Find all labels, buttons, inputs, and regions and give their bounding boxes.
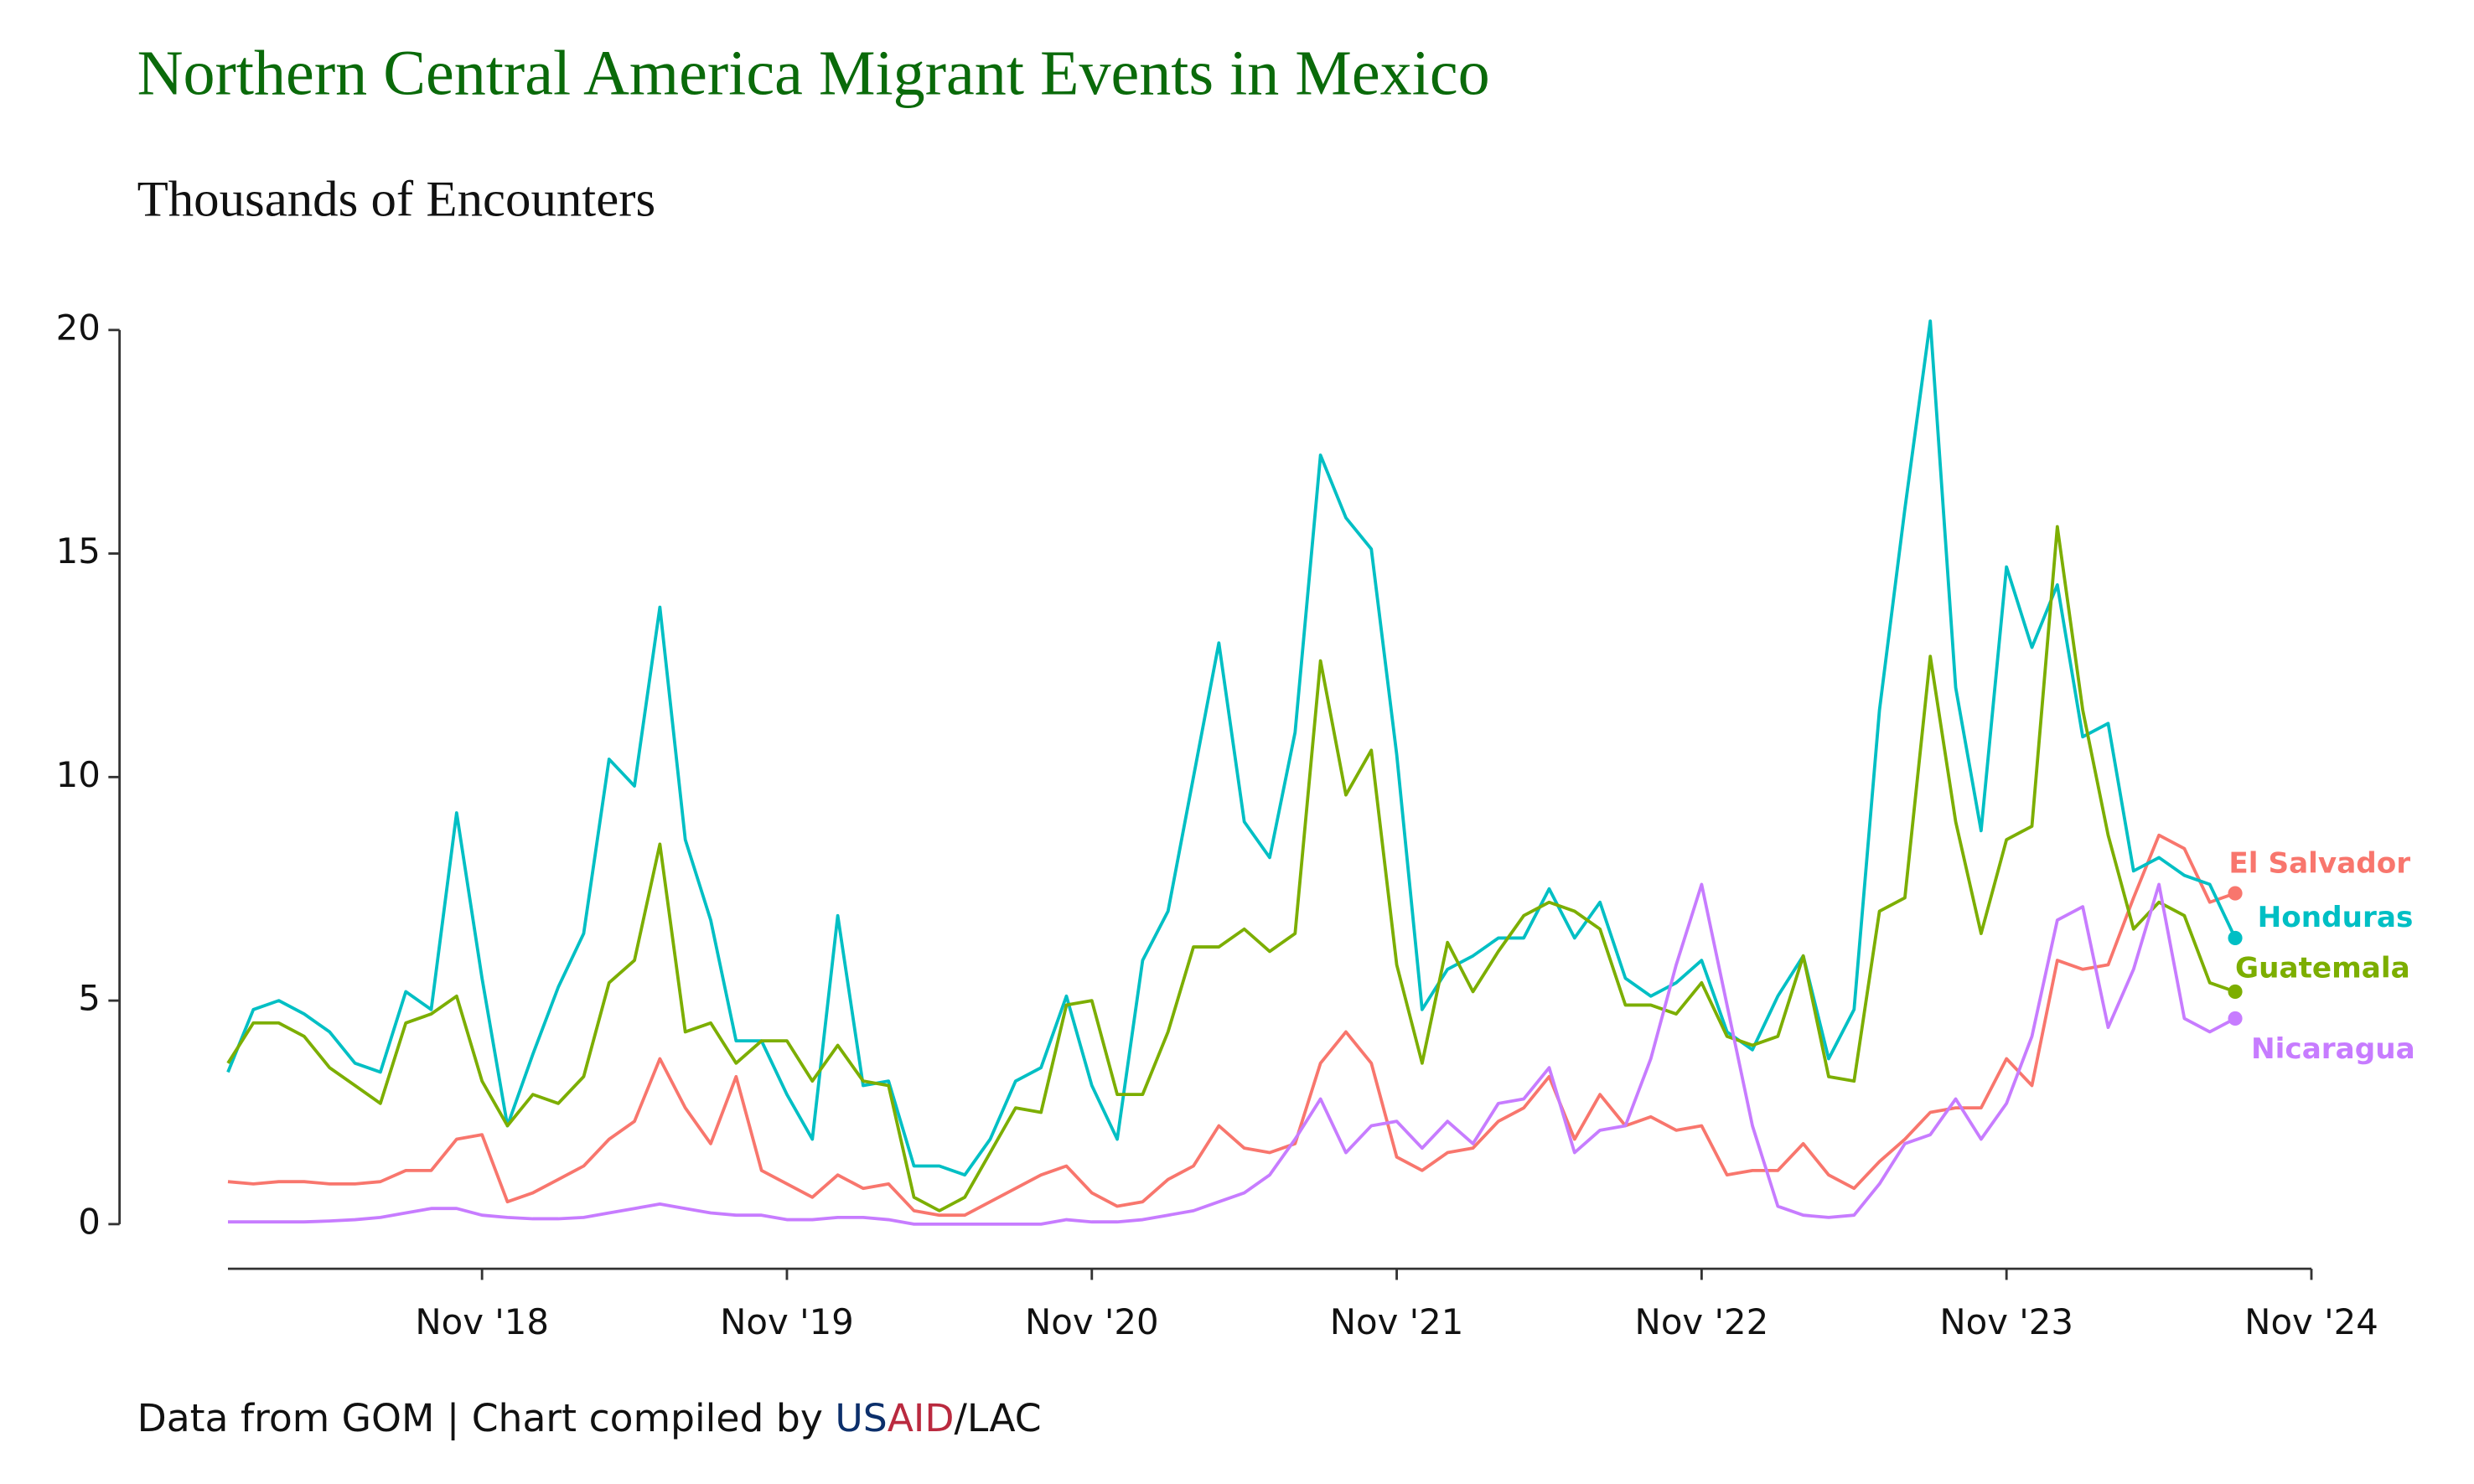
x-tick-label: Nov '23 bbox=[1939, 1301, 2073, 1342]
y-tick-label: 20 bbox=[56, 307, 101, 348]
x-tick-label: Nov '18 bbox=[415, 1301, 549, 1342]
x-tick-label: Nov '22 bbox=[1635, 1301, 1769, 1342]
series-label: Honduras bbox=[2258, 901, 2414, 934]
x-tick-label: Nov '24 bbox=[2244, 1301, 2378, 1342]
series-label: El Salvador bbox=[2228, 846, 2410, 880]
end-point bbox=[2228, 886, 2243, 901]
end-point bbox=[2228, 984, 2243, 999]
series-label: Guatemala bbox=[2235, 951, 2410, 985]
x-tick-label: Nov '20 bbox=[1025, 1301, 1159, 1342]
footer-text: Data from GOM | Chart compiled by bbox=[137, 1395, 836, 1440]
y-tick-label: 10 bbox=[56, 754, 101, 795]
x-tick-label: Nov '21 bbox=[1330, 1301, 1464, 1342]
footer-aid: AID bbox=[888, 1395, 955, 1440]
series-label: Nicaragua bbox=[2251, 1032, 2415, 1066]
series-line bbox=[226, 525, 2236, 1213]
series-line bbox=[226, 319, 2237, 1177]
series-line bbox=[227, 882, 2236, 1226]
chart-subtitle: Thousands of Encounters bbox=[137, 172, 656, 228]
chart-title: Northern Central America Migrant Events … bbox=[137, 39, 1490, 109]
footer-us: US bbox=[835, 1395, 887, 1440]
end-point bbox=[2228, 930, 2243, 945]
y-tick-label: 0 bbox=[78, 1201, 101, 1242]
y-tick-label: 5 bbox=[78, 978, 101, 1019]
y-tick-label: 15 bbox=[56, 530, 101, 571]
footer-rest: /LAC bbox=[955, 1395, 1042, 1440]
end-point bbox=[2228, 1011, 2243, 1026]
series-line bbox=[227, 833, 2236, 1218]
x-tick-label: Nov '19 bbox=[720, 1301, 854, 1342]
footer: Data from GOM | Chart compiled by USAID/… bbox=[137, 1395, 1042, 1440]
